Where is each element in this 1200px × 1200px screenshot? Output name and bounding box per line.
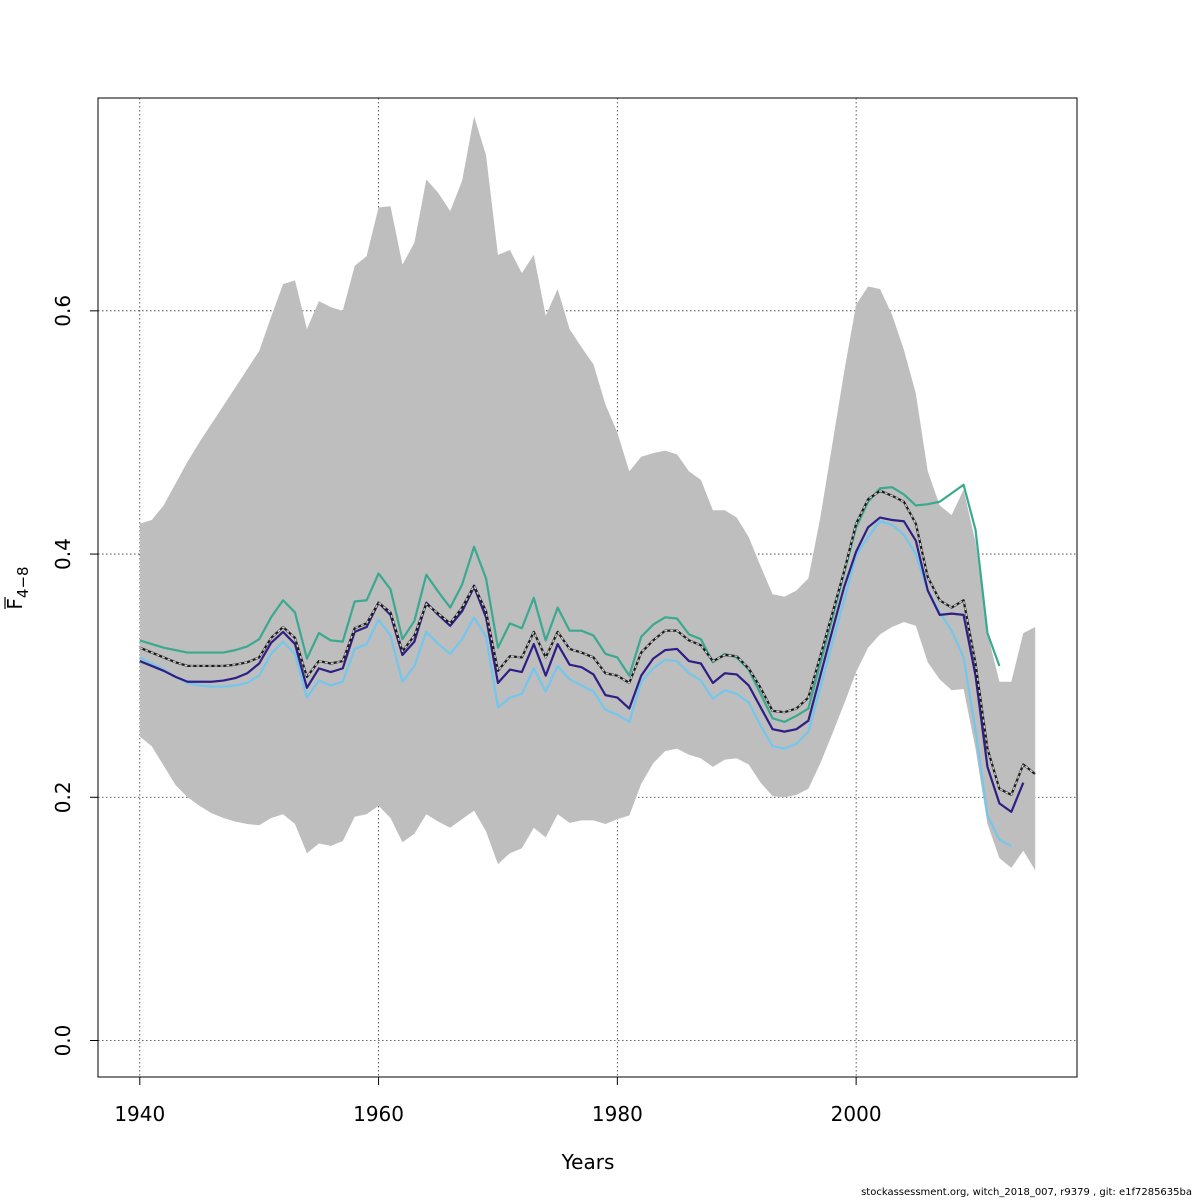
y-tick-label-0: 0.0 [51, 1025, 75, 1057]
x-tick-label-1980: 1980 [592, 1102, 643, 1126]
svg-text:F4−8: F4−8 [3, 566, 32, 609]
x-axis-title: Years [561, 1150, 615, 1174]
plot-frame [97, 97, 1078, 1078]
x-tick-label-2000: 2000 [831, 1102, 882, 1126]
series-line-black-dashed [139, 490, 1036, 796]
y-tick-label-1: 0.2 [51, 781, 75, 813]
x-tick-label-1940: 1940 [114, 1102, 165, 1126]
footer-note: stockassessment.org, witch_2018_007, r93… [861, 1187, 1192, 1198]
series-line-lightblue [139, 520, 1012, 847]
y-axis: 0.0 0.2 0.4 0.6 [51, 295, 98, 1057]
x-tick-label-1960: 1960 [353, 1102, 404, 1126]
y-axis-title: F4−8 [3, 566, 32, 609]
y-tick-label-2: 0.4 [51, 538, 75, 570]
y-axis-title-subscript: 4−8 [14, 566, 32, 598]
series-layer [139, 483, 1036, 847]
y-axis-title-base: F [3, 598, 27, 610]
series-line-navy [139, 516, 1025, 813]
confidence-band-layer [139, 116, 1036, 871]
confidence-band [139, 116, 1036, 871]
x-axis: 1940 1960 1980 2000 [114, 1077, 882, 1126]
y-tick-label-3: 0.6 [51, 295, 75, 327]
